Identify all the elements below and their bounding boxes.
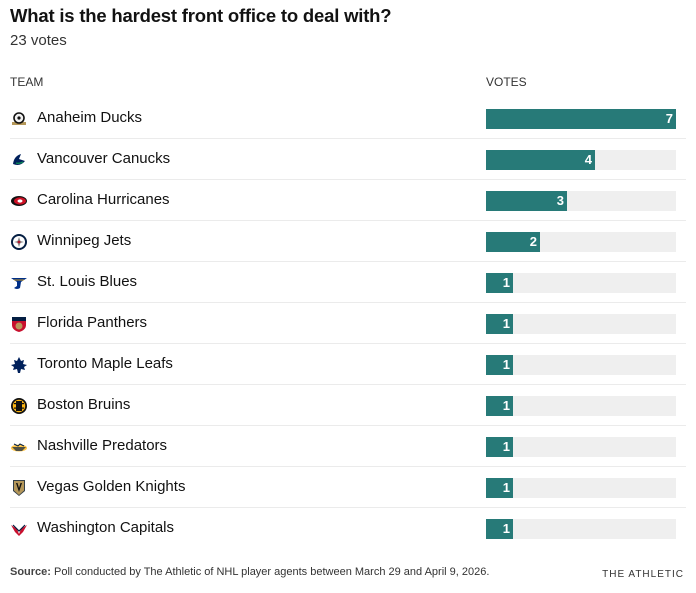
team-name: Carolina Hurricanes <box>37 191 170 208</box>
team-column-header: TEAM <box>10 75 44 89</box>
team-name: Washington Capitals <box>37 519 175 536</box>
bar-value-label: 7 <box>665 111 673 126</box>
bar-track: 1 <box>486 273 676 293</box>
row-divider <box>10 466 686 467</box>
golden-knights-logo-icon <box>10 479 28 497</box>
row-divider <box>10 425 686 426</box>
bar-track: 1 <box>486 396 676 416</box>
table-row: Vancouver Canucks 4 <box>0 139 696 180</box>
jets-logo-icon <box>10 233 28 251</box>
bar <box>486 314 513 334</box>
table-row: Carolina Hurricanes 3 <box>0 180 696 221</box>
source-note: Source: Poll conducted by The Athletic o… <box>10 566 489 578</box>
bar-value-label: 3 <box>556 193 564 208</box>
bar-track: 1 <box>486 519 676 539</box>
row-divider <box>10 220 686 221</box>
table-row: Washington Capitals 1 <box>0 508 696 549</box>
votes-column-header: VOTES <box>486 75 527 89</box>
bar <box>486 150 595 170</box>
team-name: Boston Bruins <box>37 396 131 413</box>
team-name: Vegas Golden Knights <box>37 478 186 495</box>
team-name: Florida Panthers <box>37 314 148 331</box>
team-name: Toronto Maple Leafs <box>37 355 173 372</box>
predators-logo-icon <box>10 438 28 456</box>
panthers-logo-icon <box>10 315 28 333</box>
bar-value-label: 1 <box>502 439 510 454</box>
row-divider <box>10 302 686 303</box>
bar-value-label: 1 <box>502 521 510 536</box>
vote-count: 23 votes <box>10 32 67 49</box>
row-divider <box>10 261 686 262</box>
ducks-logo-icon <box>10 110 28 128</box>
bar-track: 1 <box>486 478 676 498</box>
bar <box>486 478 513 498</box>
bar-value-label: 1 <box>502 480 510 495</box>
bruins-logo-icon <box>10 397 28 415</box>
chart-title: What is the hardest front office to deal… <box>10 5 392 26</box>
team-name: St. Louis Blues <box>37 273 138 290</box>
bar-value-label: 1 <box>502 357 510 372</box>
hurricanes-logo-icon <box>10 192 28 210</box>
bar <box>486 232 540 252</box>
team-name: Winnipeg Jets <box>37 232 132 249</box>
table-row: Vegas Golden Knights 1 <box>0 467 696 508</box>
bar-track: 4 <box>486 150 676 170</box>
table-row: Nashville Predators 1 <box>0 426 696 467</box>
table-row: Florida Panthers 1 <box>0 303 696 344</box>
team-name: Nashville Predators <box>37 437 168 454</box>
capitals-logo-icon <box>10 520 28 538</box>
table-row: Winnipeg Jets 2 <box>0 221 696 262</box>
bar-track: 3 <box>486 191 676 211</box>
brand-logo: THE ATHLETIC <box>602 569 684 580</box>
table-row: Toronto Maple Leafs 1 <box>0 344 696 385</box>
bar-value-label: 1 <box>502 275 510 290</box>
bar-track: 7 <box>486 109 676 129</box>
source-text: Poll conducted by The Athletic of NHL pl… <box>50 566 490 578</box>
bar <box>486 191 567 211</box>
bar-value-label: 2 <box>529 234 537 249</box>
row-divider <box>10 343 686 344</box>
bar-value-label: 1 <box>502 316 510 331</box>
team-name: Anaheim Ducks <box>37 109 143 126</box>
team-name: Vancouver Canucks <box>37 150 171 167</box>
bar <box>486 355 513 375</box>
maple-leafs-logo-icon <box>10 356 28 374</box>
table-row: St. Louis Blues 1 <box>0 262 696 303</box>
bar-track: 1 <box>486 437 676 457</box>
bar <box>486 109 676 129</box>
table-row: Anaheim Ducks 7 <box>0 98 696 139</box>
bar <box>486 396 513 416</box>
canucks-logo-icon <box>10 151 28 169</box>
bar-track: 2 <box>486 232 676 252</box>
row-divider <box>10 507 686 508</box>
bar-track: 1 <box>486 314 676 334</box>
row-divider <box>10 138 686 139</box>
bar-track: 1 <box>486 355 676 375</box>
bar <box>486 273 513 293</box>
table-row: Boston Bruins 1 <box>0 385 696 426</box>
bar-value-label: 1 <box>502 398 510 413</box>
blues-logo-icon <box>10 274 28 292</box>
row-divider <box>10 179 686 180</box>
row-divider <box>10 384 686 385</box>
bar-value-label: 4 <box>584 152 592 167</box>
bar <box>486 519 513 539</box>
bar <box>486 437 513 457</box>
results-table: Anaheim Ducks 7 Vancouver Canucks 4 Carolina… <box>0 98 696 549</box>
source-label: Source: <box>10 566 51 578</box>
